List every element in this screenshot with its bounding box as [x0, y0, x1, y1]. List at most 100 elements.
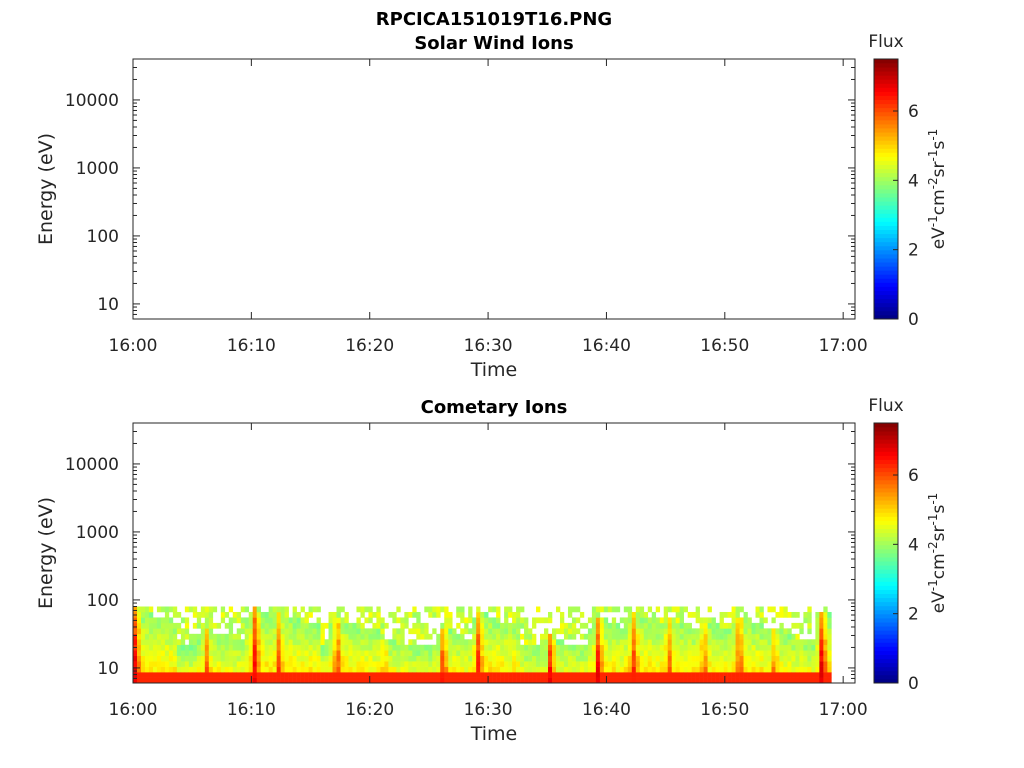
flux-cell — [300, 617, 305, 624]
flux-cell — [603, 628, 609, 635]
colorbar-step — [874, 512, 898, 517]
flux-cell — [611, 644, 617, 651]
flux-cell — [563, 666, 569, 673]
flux-cell — [540, 617, 545, 624]
flux-cell — [264, 655, 269, 662]
flux-cell — [192, 677, 198, 684]
flux-cell — [220, 677, 226, 684]
flux-cell — [476, 606, 481, 613]
flux-cell — [552, 628, 557, 635]
flux-cell — [583, 672, 589, 678]
flux-cell — [244, 666, 250, 673]
flux-cell — [552, 655, 557, 662]
flux-cell — [176, 622, 182, 629]
flux-cell — [152, 666, 158, 673]
flux-cell — [715, 661, 720, 667]
flux-cell — [655, 677, 661, 684]
flux-cell — [719, 650, 724, 656]
flux-cell — [248, 611, 254, 618]
colorbar-step — [874, 91, 898, 96]
flux-cell — [164, 661, 170, 667]
flux-cell — [639, 666, 645, 673]
flux-cell — [472, 639, 477, 646]
flux-cell — [460, 677, 465, 684]
flux-cell — [488, 644, 493, 651]
flux-cell — [192, 661, 198, 667]
flux-cell — [280, 622, 285, 629]
colorbar-step — [874, 601, 898, 607]
flux-cell — [667, 666, 673, 673]
flux-cell — [532, 639, 537, 646]
colorbar-step — [874, 111, 898, 117]
flux-cell — [711, 622, 716, 629]
flux-cell — [300, 677, 305, 684]
flux-cell — [480, 617, 485, 624]
flux-cell — [675, 677, 680, 684]
flux-cell — [236, 611, 242, 618]
flux-cell — [300, 672, 305, 678]
flux-cell — [392, 655, 397, 662]
flux-cell — [647, 617, 653, 624]
colorbar-step — [874, 475, 898, 481]
flux-cell — [348, 644, 353, 651]
flux-cell — [827, 639, 832, 646]
flux-cell — [743, 639, 748, 646]
flux-cell — [144, 617, 150, 624]
flux-cell — [508, 644, 513, 651]
flux-cell — [488, 622, 493, 629]
flux-cell — [316, 639, 321, 646]
flux-cell — [512, 672, 517, 678]
flux-cell — [659, 622, 665, 629]
flux-cell — [763, 644, 768, 651]
flux-cell — [508, 606, 513, 613]
colorbar-step — [874, 298, 898, 304]
flux-cell — [827, 655, 832, 662]
flux-cell — [152, 650, 158, 656]
unit-base: eV — [929, 591, 949, 613]
flux-cell — [456, 672, 461, 678]
flux-cell — [571, 677, 577, 684]
flux-cell — [711, 633, 716, 640]
flux-cell — [188, 672, 194, 678]
flux-cell — [176, 639, 182, 646]
flux-cell — [144, 628, 150, 635]
colorbar-step — [874, 156, 898, 161]
flux-cell — [647, 677, 653, 684]
flux-cell — [555, 644, 561, 651]
flux-cell — [196, 644, 202, 651]
flux-cell — [683, 666, 688, 673]
flux-cell — [591, 628, 597, 635]
flux-cell — [412, 606, 417, 613]
flux-cell — [228, 633, 234, 640]
flux-cell — [504, 617, 509, 624]
flux-cell — [567, 666, 573, 673]
flux-cell — [775, 644, 780, 651]
unit-exponent: -1 — [926, 579, 940, 591]
flux-cell — [555, 666, 561, 673]
y-tick-label: 1000 — [76, 523, 119, 543]
flux-cell — [524, 677, 529, 684]
flux-cell — [388, 677, 393, 684]
flux-cell — [212, 655, 218, 662]
flux-cell — [548, 672, 553, 678]
flux-cell — [691, 677, 696, 684]
flux-cell — [280, 611, 285, 618]
flux-cell — [611, 633, 617, 640]
flux-cell — [420, 633, 425, 640]
flux-cell — [288, 655, 293, 662]
flux-cell — [228, 650, 234, 656]
unit-base: cm — [929, 553, 949, 579]
flux-cell — [368, 677, 373, 684]
flux-cell — [312, 650, 317, 656]
flux-cell — [751, 672, 756, 678]
flux-cell — [316, 622, 321, 629]
flux-cell — [332, 639, 337, 646]
flux-cell — [715, 666, 720, 673]
flux-cell — [683, 661, 688, 667]
flux-cell — [595, 650, 601, 656]
flux-cell — [739, 661, 744, 667]
flux-cell — [460, 617, 465, 624]
flux-cell — [548, 666, 553, 673]
flux-cell — [396, 672, 401, 678]
flux-cell — [759, 650, 764, 656]
